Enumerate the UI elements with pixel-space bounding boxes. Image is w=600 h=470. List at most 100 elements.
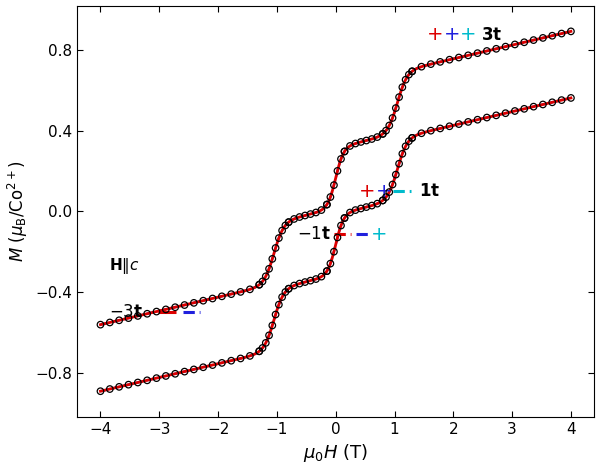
Text: $+$: $+$ <box>459 25 476 44</box>
Point <box>378 130 388 138</box>
Point <box>326 260 335 267</box>
Point <box>373 133 382 141</box>
Point <box>547 32 557 39</box>
Point <box>254 347 264 355</box>
Point <box>281 288 290 296</box>
Point <box>407 68 417 75</box>
Point <box>226 290 236 298</box>
Point <box>329 181 339 189</box>
Point <box>340 148 349 155</box>
Point <box>284 219 293 226</box>
Point <box>189 366 199 373</box>
Point <box>332 167 342 175</box>
Point <box>381 127 391 134</box>
Point <box>170 370 180 377</box>
Point <box>454 54 464 61</box>
Point <box>336 222 346 229</box>
Point <box>388 181 397 188</box>
Text: $+$: $+$ <box>358 181 374 201</box>
Point <box>385 188 394 196</box>
Point <box>264 332 274 339</box>
Point <box>300 212 310 219</box>
Point <box>445 56 454 63</box>
Point <box>394 94 404 101</box>
Point <box>356 138 365 146</box>
Point <box>289 282 299 289</box>
Point <box>426 60 436 68</box>
Point <box>289 215 299 223</box>
Point <box>398 150 407 157</box>
Point <box>345 209 355 216</box>
Point <box>258 344 268 352</box>
Point <box>281 222 290 229</box>
Point <box>367 202 377 209</box>
Point <box>362 137 371 144</box>
Point <box>445 123 454 130</box>
Point <box>391 171 401 179</box>
Point <box>394 160 404 167</box>
Point <box>362 204 371 211</box>
Text: $-3\mathbf{t}$: $-3\mathbf{t}$ <box>109 303 143 321</box>
Point <box>264 265 274 273</box>
Point <box>398 84 407 91</box>
Point <box>378 130 388 138</box>
Point <box>152 308 161 315</box>
Point <box>133 379 143 386</box>
Point <box>199 297 208 305</box>
Point <box>258 278 268 285</box>
Point <box>317 273 326 281</box>
Point <box>322 267 332 275</box>
Point <box>520 39 529 46</box>
Point <box>277 227 287 235</box>
Point <box>254 281 264 289</box>
Point <box>300 278 310 286</box>
Point <box>295 280 304 287</box>
Point <box>454 120 464 128</box>
Point <box>277 293 287 301</box>
Point <box>295 213 304 221</box>
Point <box>208 361 217 369</box>
Point <box>473 49 482 57</box>
Text: $\mathbf{1t}$: $\mathbf{1t}$ <box>419 182 440 200</box>
Point <box>284 285 293 292</box>
Point <box>305 210 315 218</box>
Point <box>115 316 124 324</box>
Point <box>385 122 394 129</box>
Point <box>226 357 236 364</box>
Point <box>208 295 217 302</box>
Point <box>381 193 391 201</box>
Point <box>261 273 271 280</box>
Text: $\mathbf{3t}$: $\mathbf{3t}$ <box>481 26 502 44</box>
Point <box>529 36 538 44</box>
Text: $-1\mathbf{t}$: $-1\mathbf{t}$ <box>298 226 332 243</box>
Text: $+$: $+$ <box>443 25 459 44</box>
Point <box>404 71 413 78</box>
X-axis label: $\mu_0H$ (T): $\mu_0H$ (T) <box>303 442 368 464</box>
Point <box>271 311 280 318</box>
Point <box>217 292 227 300</box>
Point <box>268 255 277 263</box>
Point <box>538 101 548 108</box>
Point <box>407 134 417 141</box>
Point <box>317 206 326 214</box>
Point <box>261 339 271 347</box>
Point <box>378 196 388 204</box>
Point <box>388 114 397 122</box>
Point <box>180 368 190 376</box>
Point <box>473 116 482 124</box>
Point <box>336 155 346 163</box>
Point <box>416 129 426 137</box>
Point <box>350 140 360 147</box>
Text: $+$: $+$ <box>374 181 391 201</box>
Point <box>326 193 335 201</box>
Text: $+$: $+$ <box>427 25 443 44</box>
Point <box>547 99 557 106</box>
Point <box>491 111 501 119</box>
Point <box>199 363 208 371</box>
Point <box>322 267 332 275</box>
Point <box>350 206 360 214</box>
Point <box>356 205 365 212</box>
Point <box>436 125 445 132</box>
Point <box>401 142 410 150</box>
Point <box>436 58 445 66</box>
